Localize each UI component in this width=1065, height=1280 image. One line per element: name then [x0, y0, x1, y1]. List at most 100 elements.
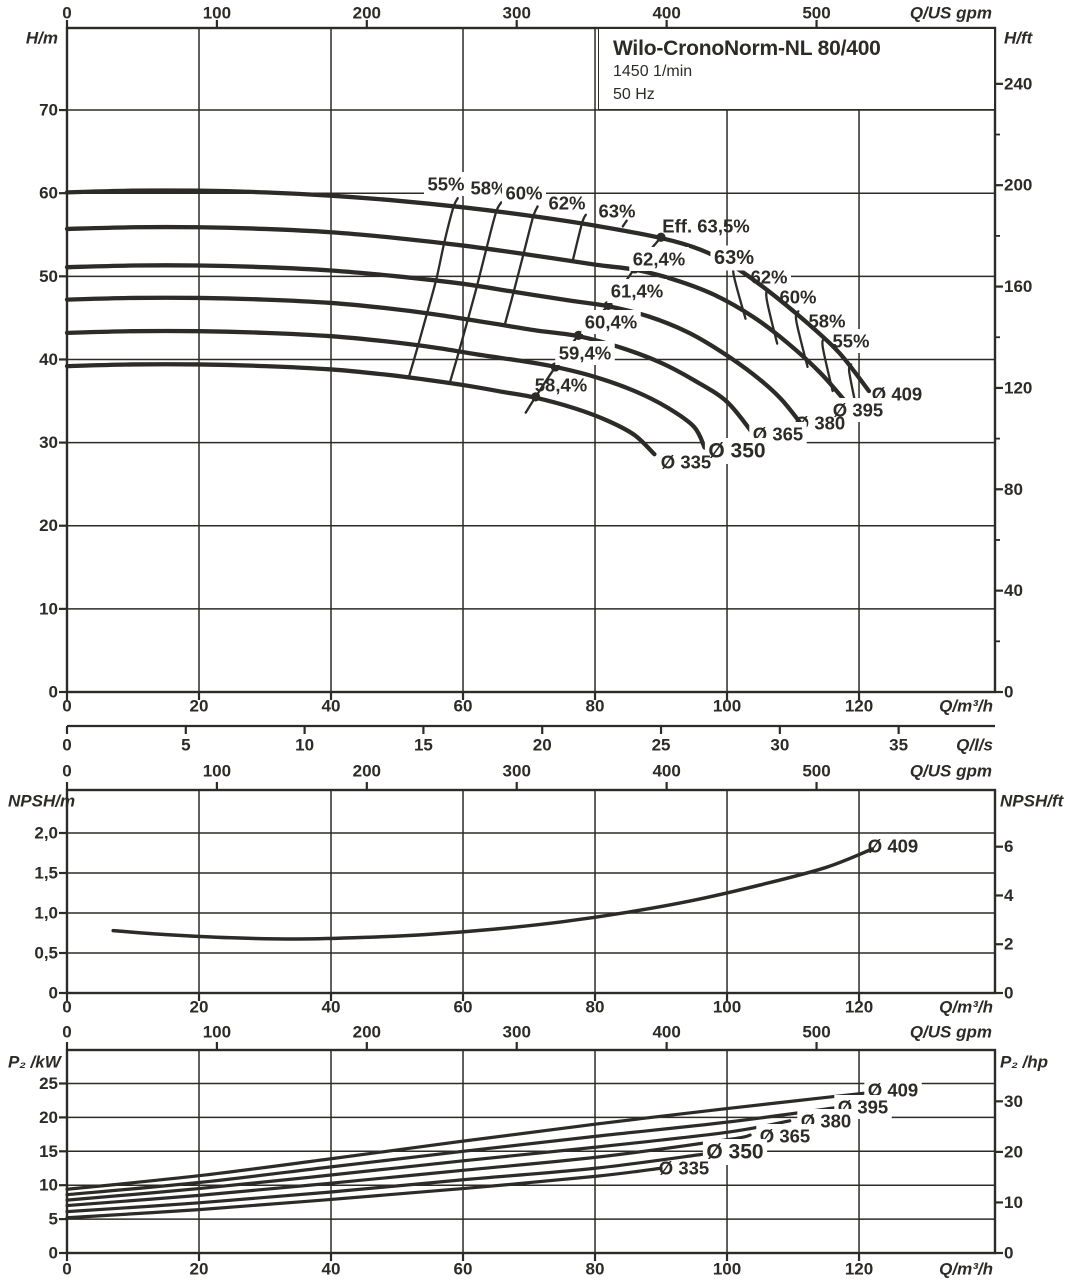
tick-label-top: 300 — [503, 762, 531, 781]
tick-label-left: 5 — [49, 1210, 58, 1229]
tick-label-bottom: 0 — [62, 1260, 71, 1279]
pump-frequency: 50 Hz — [613, 85, 655, 103]
tick-label-left: 10 — [39, 599, 58, 618]
tick-label-right: 4 — [1004, 886, 1014, 905]
curve-label-335: Ø 335 — [659, 1158, 709, 1179]
tick-label-right: 40 — [1004, 581, 1023, 600]
curve-label-63-bg — [710, 245, 758, 271]
curve-label-59-4: 59,4% — [559, 343, 611, 364]
tick-label-top: 100 — [203, 1023, 231, 1042]
tick-label-bottom: 20 — [190, 1260, 209, 1279]
curve-label-62-4: 62,4% — [633, 249, 685, 270]
tick-label-top: 200 — [353, 762, 381, 781]
bep-dot-63-5 — [656, 232, 666, 242]
tick-label-sub: 35 — [889, 736, 908, 755]
curve-label-350: Ø 350 — [708, 440, 765, 463]
tick-label-top: 200 — [353, 4, 381, 23]
tick-label-bottom: 0 — [62, 998, 71, 1017]
curve-label-58: 58% — [470, 178, 507, 199]
tick-label-sub: 30 — [770, 736, 789, 755]
curve-head-capacity-395 — [64, 224, 848, 405]
axis-unit-right: H/ft — [1004, 29, 1034, 48]
axis-unit-bottom: Q/m³/h — [939, 998, 993, 1017]
curve-label-63: 63% — [714, 247, 754, 269]
tick-label-left: 1,5 — [34, 864, 58, 883]
tick-label-right: 20 — [1004, 1142, 1023, 1161]
axis-unit-sub: Q/l/s — [956, 736, 993, 755]
tick-label-bottom: 100 — [713, 1260, 741, 1279]
curve-label-62: 62% — [548, 193, 585, 214]
tick-label-sub: 15 — [414, 736, 433, 755]
title-box: Wilo-CronoNorm-NL 80/400 1450 1/min 50 H… — [598, 28, 995, 110]
tick-label-top: 500 — [802, 1023, 830, 1042]
curve-label-395: Ø 395 — [833, 400, 883, 421]
tick-label-top: 400 — [652, 1023, 680, 1042]
tick-label-left: 0,5 — [34, 944, 58, 963]
tick-label-right: 120 — [1004, 378, 1032, 397]
curve-label-58-4: 58,4% — [535, 375, 587, 396]
curve-power-380 — [65, 1119, 792, 1202]
axis-unit-top: Q/US gpm — [910, 762, 992, 781]
curve-label-55-bg — [423, 172, 469, 196]
tick-label-top: 400 — [652, 762, 680, 781]
tick-label-bottom: 20 — [190, 697, 209, 716]
curve-label-55: 55% — [832, 331, 869, 352]
curve-label-59-4-bg — [555, 341, 615, 365]
tick-label-bottom: 120 — [845, 697, 873, 716]
curve-head-capacity-350 — [64, 328, 707, 450]
tick-label-right: 240 — [1004, 74, 1032, 93]
tick-label-bottom: 80 — [586, 998, 605, 1017]
tick-label-sub: 25 — [652, 736, 671, 755]
efficiency-line-60-left — [504, 205, 539, 325]
tick-label-top: 300 — [503, 1023, 531, 1042]
tick-label-top: 100 — [203, 762, 231, 781]
curve-head-capacity-335 — [64, 362, 657, 457]
axis-unit-top: Q/US gpm — [910, 1023, 992, 1042]
tick-label-bottom: 120 — [845, 998, 873, 1017]
axis-unit-top: Q/US gpm — [910, 4, 992, 23]
curve-head-capacity-409 — [64, 188, 872, 394]
bep-dot-60-4 — [573, 330, 584, 340]
curve-label-60: 60% — [779, 287, 816, 308]
tick-label-left: 70 — [39, 101, 58, 120]
curve-label-58: 58% — [808, 311, 845, 332]
tick-label-top: 500 — [802, 4, 830, 23]
axis-unit-bottom: Q/m³/h — [939, 697, 993, 716]
tick-label-left: 15 — [39, 1142, 58, 1161]
tick-label-top: 0 — [62, 1023, 71, 1042]
tick-label-bottom: 100 — [713, 998, 741, 1017]
pump-speed: 1450 1/min — [613, 63, 693, 81]
efficiency-line-63-left — [621, 219, 628, 228]
curve-label-350: Ø 350 — [706, 1141, 763, 1164]
tick-label-left: 1,0 — [34, 904, 58, 923]
tick-label-bottom: 120 — [845, 1260, 873, 1279]
curve-label-55: 55% — [427, 174, 464, 195]
tick-label-right: 6 — [1004, 837, 1013, 856]
tick-label-right: 80 — [1004, 480, 1023, 499]
axis-unit-right: P₂ /hp — [1000, 1053, 1048, 1072]
tick-label-left: 0 — [49, 683, 58, 702]
tick-label-sub: 10 — [295, 736, 314, 755]
axis-unit-left: P₂ /kW — [8, 1053, 63, 1072]
tick-label-top: 500 — [802, 762, 830, 781]
curve-label-60-4: 60,4% — [585, 312, 637, 333]
curve-npsh-409 — [111, 847, 874, 941]
tick-label-bottom: 80 — [586, 1260, 605, 1279]
tick-label-top: 400 — [652, 4, 680, 23]
curve-label-395-bg — [829, 398, 887, 422]
curve-label-62-4-bg — [629, 247, 689, 271]
axis-unit-left: NPSH/m — [8, 792, 75, 811]
tick-label-left: 10 — [39, 1176, 58, 1195]
tick-label-bottom: 100 — [713, 697, 741, 716]
curve-label-63: 63% — [598, 201, 635, 222]
curve-power-350 — [65, 1152, 707, 1214]
tick-label-top: 200 — [353, 1023, 381, 1042]
curve-head-capacity-365 — [64, 295, 756, 437]
series-curves — [64, 188, 872, 457]
tick-label-right: 0 — [1004, 1244, 1013, 1263]
